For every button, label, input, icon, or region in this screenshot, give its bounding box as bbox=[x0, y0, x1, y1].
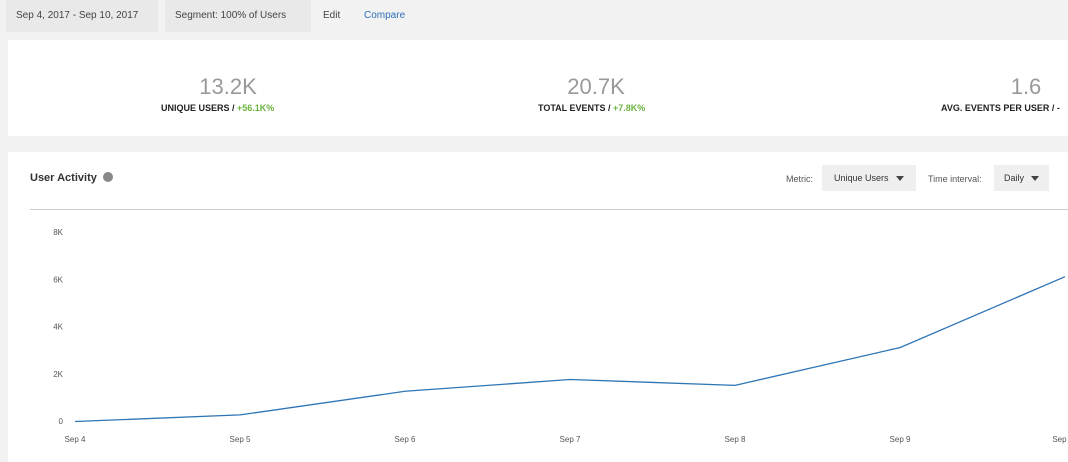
interval-select[interactable]: Daily bbox=[994, 165, 1050, 191]
x-tick-label: Sep 9 bbox=[890, 435, 911, 444]
metric-name: UNIQUE USERS bbox=[161, 103, 230, 113]
metric-label: UNIQUE USERS / +56.1K% bbox=[161, 103, 275, 113]
metric-value: 1.6 bbox=[1010, 74, 1042, 99]
y-tick-label: 8K bbox=[53, 228, 63, 237]
chart-card: User Activity Metric: Unique Users Time … bbox=[8, 152, 1068, 462]
metric-change: +7.8K% bbox=[613, 103, 646, 113]
y-tick-label: 2K bbox=[53, 370, 63, 379]
y-tick-label: 0 bbox=[59, 417, 64, 426]
metric-label: TOTAL EVENTS / +7.8K% bbox=[538, 103, 646, 113]
metric-select[interactable]: Unique Users bbox=[822, 165, 916, 191]
x-tick-label: Sep 5 bbox=[230, 435, 251, 444]
compare[interactable]: Compare bbox=[364, 10, 406, 21]
info-icon[interactable] bbox=[103, 172, 113, 182]
panel-title: User Activity bbox=[30, 172, 97, 184]
x-tick-label: Sep 6 bbox=[395, 435, 416, 444]
y-tick-label: 4K bbox=[53, 323, 63, 332]
metric-value: 13.2K bbox=[199, 74, 257, 99]
divider bbox=[30, 209, 1068, 210]
interval-label: Time interval: bbox=[928, 174, 982, 184]
line bbox=[74, 276, 1066, 423]
metric-value: 20.7K bbox=[567, 74, 625, 99]
chart: 0 2K 4K 6K 8K Sep 4 Sep 5 Sep 6 Sep 7 Sep 8 Sep 9 S… bbox=[53, 228, 1068, 444]
x-tick-label: Sep 10 bbox=[1052, 435, 1068, 444]
metric-name: AVG. EVENTS PER USER bbox=[941, 103, 1050, 113]
x-tick-label: Sep 8 bbox=[725, 435, 746, 444]
segment[interactable]: Segment: 100% of Users bbox=[165, 0, 311, 32]
metric-change: +56.1K% bbox=[237, 103, 275, 113]
date-range[interactable]: Sep 4, 2017 - Sep 10, 2017 bbox=[6, 0, 158, 32]
metrics-card: 13.2K UNIQUE USERS / +56.1K% 20.7K TOTAL… bbox=[8, 40, 1068, 136]
metric-name: TOTAL EVENTS bbox=[538, 103, 606, 113]
edit[interactable]: Edit bbox=[323, 10, 341, 21]
metric-label: Metric: bbox=[786, 174, 813, 184]
y-tick-label: 6K bbox=[53, 275, 63, 284]
x-tick-label: Sep 4 bbox=[65, 435, 86, 444]
x-tick-label: Sep 7 bbox=[560, 435, 581, 444]
metric-label: AVG. EVENTS PER USER / - bbox=[941, 103, 1060, 113]
